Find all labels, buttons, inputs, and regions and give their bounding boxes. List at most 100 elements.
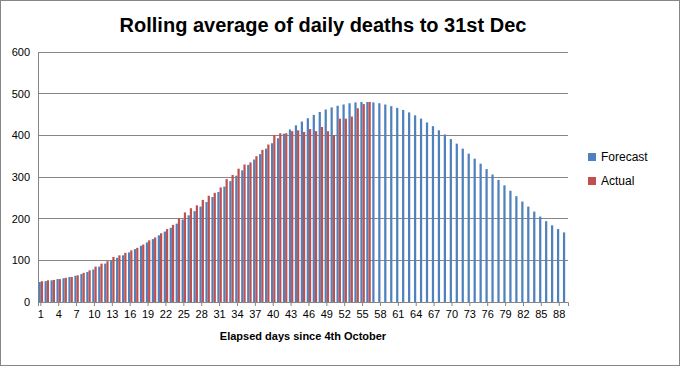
- bar: [351, 117, 353, 302]
- bar: [226, 179, 228, 302]
- bar: [325, 110, 327, 303]
- bar: [208, 196, 210, 302]
- legend-label: Forecast: [601, 150, 648, 164]
- x-tick-mark: [362, 302, 363, 306]
- x-tick-label: 82: [517, 308, 529, 320]
- bar: [345, 119, 347, 302]
- bar: [474, 159, 476, 302]
- bar: [178, 219, 180, 302]
- bar: [426, 122, 428, 302]
- y-tick-label: 300: [12, 171, 30, 183]
- bar: [124, 253, 126, 302]
- y-tick: 600: [12, 46, 38, 58]
- bar: [194, 211, 196, 302]
- bar: [249, 162, 251, 302]
- bar: [372, 102, 374, 302]
- x-tick-mark: [291, 302, 292, 306]
- x-tick: 85: [535, 302, 547, 320]
- bar: [444, 135, 446, 303]
- x-tick-label: 4: [56, 308, 62, 320]
- x-tick-mark: [398, 302, 399, 306]
- bar: [80, 274, 82, 302]
- x-tick-mark: [201, 302, 202, 306]
- x-tick-mark: [487, 302, 488, 306]
- legend-label: Actual: [601, 174, 634, 188]
- bar: [369, 102, 371, 302]
- bar: [414, 115, 416, 302]
- x-tick: 28: [196, 302, 208, 320]
- x-tick-label: 70: [446, 308, 458, 320]
- bar: [184, 212, 186, 302]
- bar: [47, 280, 49, 302]
- bar: [243, 165, 245, 303]
- bar: [279, 133, 281, 302]
- x-tick: 37: [249, 302, 261, 320]
- bar: [360, 102, 362, 302]
- bar: [515, 196, 517, 302]
- x-tick: 34: [231, 302, 243, 320]
- y-tick: 100: [12, 254, 38, 266]
- y-tick-label: 500: [12, 88, 30, 100]
- x-tick: 31: [213, 302, 225, 320]
- bar: [533, 212, 535, 302]
- bar: [468, 154, 470, 302]
- bar: [273, 135, 275, 302]
- bar: [146, 242, 148, 302]
- bar: [450, 139, 452, 302]
- x-tick-mark: [416, 302, 417, 306]
- x-tick: 19: [142, 302, 154, 320]
- bar: [241, 170, 243, 302]
- legend-swatch: [588, 177, 596, 185]
- x-tick-label: 7: [74, 308, 80, 320]
- x-tick: 13: [106, 302, 118, 320]
- bar: [438, 130, 440, 302]
- chart: 0100200300400500600147101316192225283134…: [0, 0, 680, 366]
- bar: [480, 164, 482, 302]
- bar: [301, 122, 303, 302]
- bar: [527, 207, 529, 302]
- y-tick-label: 0: [24, 296, 30, 308]
- bar: [65, 278, 67, 302]
- bar: [211, 197, 213, 302]
- bar: [309, 129, 311, 302]
- bar: [231, 175, 233, 302]
- x-tick-mark: [505, 302, 506, 306]
- bar: [297, 130, 299, 302]
- bar: [315, 131, 317, 302]
- bar: [106, 261, 108, 302]
- bar: [158, 235, 160, 302]
- bar: [122, 255, 124, 302]
- bar: [112, 257, 114, 302]
- x-tick: 70: [446, 302, 458, 320]
- bar: [164, 232, 166, 302]
- x-tick-mark: [469, 302, 470, 306]
- bar: [214, 193, 216, 302]
- bar: [491, 175, 493, 303]
- bar: [277, 138, 279, 302]
- bar: [83, 273, 85, 302]
- x-tick-label: 37: [249, 308, 261, 320]
- bar: [118, 255, 120, 302]
- x-tick-mark: [523, 302, 524, 306]
- bar: [319, 112, 321, 302]
- x-tick-mark: [541, 302, 542, 306]
- x-tick: 7: [74, 302, 80, 320]
- bar: [363, 104, 365, 302]
- bar: [521, 202, 523, 302]
- x-tick-label: 16: [124, 308, 136, 320]
- bar: [94, 267, 96, 302]
- x-tick-label: 73: [464, 308, 476, 320]
- bar: [62, 278, 64, 302]
- x-tick-mark: [58, 302, 59, 306]
- bar: [74, 276, 76, 302]
- bar: [271, 143, 273, 302]
- x-tick: 52: [339, 302, 351, 320]
- y-tick: 400: [12, 129, 38, 141]
- bars: [39, 102, 566, 302]
- bar-series: [41, 102, 371, 302]
- bar: [172, 225, 174, 302]
- bar: [130, 250, 132, 302]
- bar: [384, 105, 386, 303]
- bar: [267, 145, 269, 303]
- bar: [259, 154, 261, 302]
